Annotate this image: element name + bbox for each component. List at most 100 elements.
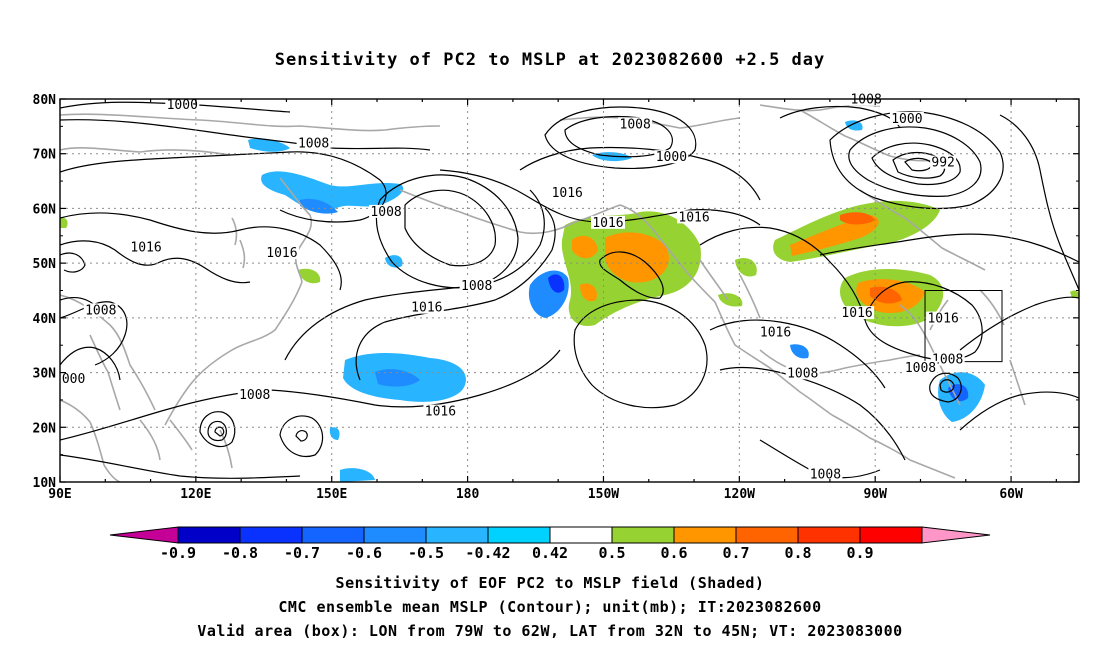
contour-label-bg [590, 215, 625, 229]
x-tick-label: 120W [724, 487, 755, 502]
colorbar-bin [611, 526, 675, 544]
contour-label-bg [889, 111, 924, 125]
caption-line-1: Sensitivity of EOF PC2 to MSLP field (Sh… [335, 574, 765, 592]
contour-label-bg [459, 278, 494, 292]
contour-label-bg [296, 136, 331, 150]
contour-line [829, 111, 1004, 210]
y-tick-label: 10N [33, 476, 57, 491]
contour-label: 992 [931, 156, 954, 171]
x-tick-label: 180 [456, 487, 480, 502]
shade-negative-patch [248, 138, 290, 152]
contour-label-bg [654, 150, 689, 164]
coastline [831, 414, 956, 479]
colorbar-tick-label: 0.9 [846, 544, 873, 562]
shade-negative-patch [329, 427, 340, 440]
shade-negative-patch [548, 274, 565, 293]
colorbar-bin [177, 526, 241, 544]
contour-line [375, 174, 519, 289]
coastline [60, 399, 121, 482]
contour-line [564, 115, 673, 158]
shade-negative-patch [300, 198, 338, 214]
contour-line [199, 411, 236, 448]
contour-line [999, 114, 1079, 291]
x-tick-label: 150E [316, 487, 347, 502]
y-tick-label: 30N [33, 367, 57, 382]
coastline [169, 419, 233, 469]
colorbar-max-arrow [921, 526, 991, 544]
y-tick-label: 20N [33, 421, 57, 436]
contour-line [60, 349, 561, 441]
colorbar-tick-label: -0.8 [222, 544, 258, 562]
x-tick-label: 60W [999, 487, 1023, 502]
colorbar-min-arrow [109, 526, 179, 544]
y-tick-label: 60N [33, 202, 57, 217]
x-tick-label: 150W [588, 487, 619, 502]
contour-label-bg [60, 371, 87, 385]
contour-label: 1016 [841, 306, 872, 321]
contour-label-bg [237, 388, 272, 402]
contour-line [207, 420, 227, 442]
sensitivity-shading [60, 120, 1079, 482]
contour-label-bg [423, 404, 458, 418]
colorbar-bin [673, 526, 737, 544]
contour-label-bg [926, 311, 961, 325]
contour-line [959, 296, 1079, 351]
coastlines [60, 104, 1026, 482]
contour-line [699, 226, 866, 321]
coastline [759, 349, 921, 375]
contour-label: 1000 [167, 98, 198, 113]
contour-line [60, 252, 86, 273]
shade-positive-patch [718, 293, 743, 307]
contour-label: 1008 [461, 279, 492, 294]
contour-label: 1016 [552, 186, 583, 201]
y-tick-label: 50N [33, 257, 57, 272]
colorbar-bin [859, 526, 923, 544]
colorbar-tick-label: -0.9 [160, 544, 196, 562]
colorbar-tick-label: 0.5 [598, 544, 625, 562]
shade-negative-patch [375, 369, 420, 387]
contour-label-bg [550, 185, 585, 199]
coastline [60, 147, 231, 156]
coastline [60, 113, 441, 132]
colorbar-bin [239, 526, 303, 544]
contour-line [60, 119, 431, 151]
shade-positive-patch [870, 286, 902, 304]
contour-label-bg [903, 360, 938, 374]
contour-label-bg [758, 325, 793, 339]
contour-label-bg [930, 155, 957, 169]
colorbar-bin [797, 526, 861, 544]
contour-line [599, 251, 664, 299]
y-tick-label: 80N [33, 93, 57, 108]
x-tick-label: 90E [48, 487, 71, 502]
coastline [164, 281, 303, 426]
contour-label: 1016 [266, 246, 297, 261]
map-axes: 90E 120E 150E 180 150W 120W 90W 60W 80N 70N 60N 50N… [33, 93, 1079, 502]
colorbar-tick-label: -0.42 [465, 544, 510, 562]
colorbar-bin [301, 526, 365, 544]
contour-label: 1008 [298, 137, 329, 152]
y-tick-label: 40N [33, 312, 57, 327]
shade-negative-patch [261, 171, 404, 213]
colorbar-tick-label: 0.7 [722, 544, 749, 562]
colorbar-bin [425, 526, 489, 544]
contour-label-bg [840, 306, 875, 320]
contour-line [848, 126, 982, 197]
contour-label: 1008 [370, 205, 401, 220]
contour-line [60, 151, 387, 223]
contour-label-bg [785, 366, 820, 380]
shade-negative-patch [385, 255, 403, 268]
contour-label: 1008 [239, 388, 270, 403]
shade-positive-patch [298, 268, 321, 284]
contour-line [544, 106, 697, 169]
coastline [714, 301, 833, 416]
contour-line [939, 379, 955, 393]
contour-label-bg [409, 300, 444, 314]
colorbar-tick-label: -0.6 [346, 544, 382, 562]
coastline [279, 177, 313, 283]
contour-line [295, 430, 308, 442]
contour-line [279, 415, 324, 457]
contour-label: 1016 [130, 240, 161, 255]
contour-line [60, 454, 301, 479]
